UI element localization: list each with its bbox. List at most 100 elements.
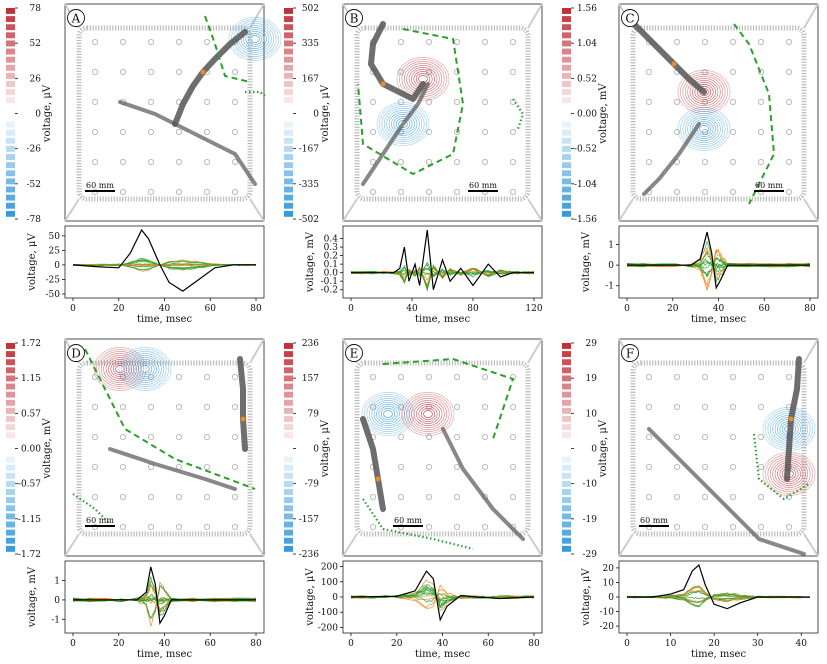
reference-trace — [73, 566, 256, 626]
trace-frame — [342, 225, 543, 299]
colorbar-tick-label: -52 — [27, 180, 42, 190]
fish-body — [108, 447, 237, 491]
colorbar-step — [6, 497, 15, 504]
field-map: C 60 mm — [618, 3, 819, 222]
panel-letter: E — [350, 347, 359, 361]
trace-frame — [64, 225, 265, 299]
colorbar-step — [284, 464, 293, 471]
colorbar-step — [284, 129, 293, 136]
colorbar-step — [562, 162, 571, 169]
colorbar-step — [6, 89, 15, 96]
electrode — [147, 98, 155, 106]
x-tick-label: 80 — [804, 304, 816, 314]
electrode — [91, 433, 99, 441]
electrode — [425, 158, 433, 166]
tank-strut — [64, 533, 80, 557]
trace-plot: 0 20 40 60 80 200 100 0 -100 -200 time, msec voltag… — [305, 560, 543, 660]
electrode — [509, 38, 517, 46]
colorbar-tick-label: 335 — [302, 39, 319, 49]
y-tick-label: 25 — [49, 246, 61, 256]
colorbar-step — [562, 545, 571, 552]
scale-bar-label: 60 mm — [755, 181, 783, 190]
x-tick-label: 0 — [348, 304, 354, 314]
colorbar-step — [562, 489, 571, 495]
colorbar-tick-label: 167 — [302, 74, 319, 84]
electrode — [481, 98, 489, 106]
x-tick-label: 0 — [624, 639, 630, 649]
tank-strut — [803, 533, 819, 557]
panel-letter: F — [626, 347, 634, 361]
colorbar-step — [562, 8, 571, 14]
fish-body — [647, 427, 806, 556]
colorbar-step — [562, 72, 571, 79]
colorbar-step — [562, 497, 571, 504]
electrode — [203, 433, 211, 441]
map-frame — [64, 338, 265, 557]
colorbar-step — [562, 359, 571, 366]
electrode — [481, 433, 489, 441]
colorbar-step — [562, 202, 571, 209]
colorbar-step — [6, 186, 15, 193]
electrode — [425, 188, 433, 196]
y-tick-label: 200 — [321, 563, 338, 573]
electrode — [645, 98, 653, 106]
panel-f: 29 19 10 0 -10 -19 -29 voltage, μV F 60 mm 0 10 20 30… — [562, 338, 819, 660]
x-tick-label: 10 — [665, 639, 677, 649]
colorbar-step — [562, 48, 571, 55]
colorbar-step — [284, 480, 293, 487]
electrode — [175, 523, 183, 531]
contour-line — [135, 361, 155, 377]
colorbar-step — [562, 145, 571, 152]
electrode — [645, 158, 653, 166]
electrode — [785, 68, 793, 76]
contour-line — [250, 35, 260, 43]
colorbar-step — [6, 145, 15, 152]
colorbar-step — [284, 81, 293, 87]
y-tick-label: -100 — [318, 608, 338, 618]
y-tick-label: -0.1 — [321, 277, 338, 287]
colorbar-axis-label: voltage, μV — [42, 84, 53, 143]
colorbar-step — [284, 351, 293, 358]
electrode — [757, 128, 765, 136]
zero-line-dotted — [512, 98, 525, 130]
colorbar-tick-label: -236 — [299, 550, 319, 560]
tank-strut — [803, 338, 819, 364]
electrode — [729, 493, 737, 501]
contour-line — [682, 74, 726, 110]
x-tick-label: 0 — [624, 304, 630, 314]
colorbar-step — [562, 24, 571, 31]
electrode — [509, 68, 517, 76]
colorbar-step — [562, 81, 571, 87]
field-map: B 60 mm — [342, 3, 543, 222]
zero-line-dashed — [84, 348, 256, 490]
x-axis-label: time, msec — [137, 649, 193, 660]
contour-line — [128, 355, 162, 383]
x-axis-label: time, msec — [415, 314, 471, 325]
contour-line — [416, 404, 440, 424]
y-tick-label: -1 — [51, 615, 60, 625]
colorbar-step — [6, 489, 15, 495]
colorbar-step — [284, 202, 293, 209]
contour-line — [379, 104, 427, 144]
electrode — [453, 493, 461, 501]
colorbar-step — [562, 464, 571, 471]
colorbar-step — [284, 521, 293, 528]
x-tick-label: 80 — [250, 304, 262, 314]
contour-line — [423, 410, 433, 418]
electrode — [509, 433, 517, 441]
electrode — [509, 463, 517, 471]
panel-a: 78 52 26 0 -26 -52 -78 voltage, μV A 60 mm 0 20 40 60… — [6, 3, 282, 325]
electrode — [147, 493, 155, 501]
electrode — [231, 463, 239, 471]
colorbar-step — [6, 407, 15, 414]
tank-strut — [342, 198, 358, 222]
contour-line — [418, 406, 438, 422]
electrode — [673, 433, 681, 441]
zero-line-dotted — [752, 433, 810, 501]
electrode — [397, 38, 405, 46]
colorbar-step — [6, 351, 15, 358]
colorbar-step — [562, 16, 571, 23]
colorbar-step — [284, 537, 293, 544]
colorbar-step — [6, 424, 15, 431]
colorbar-tick-label: -335 — [299, 180, 319, 190]
